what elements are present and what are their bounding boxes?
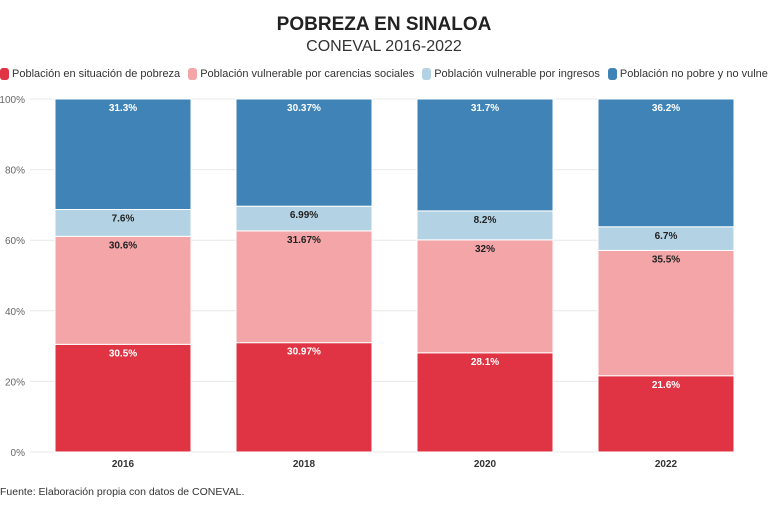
bar-segment xyxy=(416,239,554,354)
data-label: 6.99% xyxy=(290,210,318,221)
data-label: 31.3% xyxy=(109,103,137,114)
legend-item-carencias[interactable]: Población vulnerable por carencias socia… xyxy=(188,68,414,80)
chart-title: POBREZA EN SINALOA xyxy=(276,14,492,35)
x-tick-label: 2018 xyxy=(293,459,316,470)
bar-segment xyxy=(597,249,735,377)
bar-segment xyxy=(235,98,373,207)
data-label: 7.6% xyxy=(112,213,135,224)
y-tick-label: 0% xyxy=(11,448,26,459)
y-tick-label: 20% xyxy=(5,377,25,388)
data-label: 30.37% xyxy=(287,103,321,114)
legend-item-no-pobre[interactable]: Población no pobre y no vulnerable xyxy=(607,68,768,80)
bar-segment xyxy=(54,343,192,453)
bar-segment xyxy=(235,230,373,344)
source-note: Fuente: Elaboración propia con datos de … xyxy=(0,486,245,498)
data-label: 30.6% xyxy=(109,240,137,251)
x-tick-label: 2022 xyxy=(655,459,678,470)
y-tick-label: 80% xyxy=(5,166,25,177)
data-label: 30.97% xyxy=(287,347,321,358)
data-label: 31.7% xyxy=(471,103,499,114)
data-label: 32% xyxy=(475,244,495,255)
y-tick-label: 60% xyxy=(5,236,25,247)
legend-label: Población no pobre y no vulnerable xyxy=(619,68,768,80)
y-tick-label: 40% xyxy=(5,307,25,318)
legend-label: Población vulnerable por carencias socia… xyxy=(200,68,415,80)
data-label: 28.1% xyxy=(471,357,499,368)
legend-swatch xyxy=(0,68,9,80)
legend-swatch xyxy=(422,68,432,80)
bar-segment xyxy=(416,98,554,212)
data-label: 30.5% xyxy=(109,348,137,359)
bar-segment xyxy=(416,210,554,241)
bar-segment xyxy=(54,208,192,237)
legend: Población en situación de pobreza Poblac… xyxy=(0,68,768,80)
data-label: 35.5% xyxy=(652,254,680,265)
bar-segment xyxy=(235,205,373,232)
x-tick-label: 2016 xyxy=(112,459,135,470)
legend-item-pobreza[interactable]: Población en situación de pobreza xyxy=(0,68,180,80)
data-label: 21.6% xyxy=(652,380,680,391)
legend-label: Población en situación de pobreza xyxy=(12,68,181,80)
legend-swatch xyxy=(607,68,617,80)
data-label: 8.2% xyxy=(474,215,497,226)
chart-subtitle: CONEVAL 2016-2022 xyxy=(306,38,462,55)
y-tick-label: 100% xyxy=(0,95,25,106)
data-label: 31.67% xyxy=(287,235,321,246)
legend-label: Población vulnerable por ingresos xyxy=(434,68,600,80)
x-tick-label: 2020 xyxy=(474,459,497,470)
legend-swatch xyxy=(188,68,198,80)
bar-segment xyxy=(597,375,735,453)
data-label: 36.2% xyxy=(652,103,680,114)
bar-segment xyxy=(416,352,554,453)
bar-segment xyxy=(235,342,373,453)
bar-segment xyxy=(54,98,192,210)
legend-item-ingresos[interactable]: Población vulnerable por ingresos xyxy=(422,68,600,80)
bar-segment xyxy=(54,235,192,345)
bar-segment xyxy=(597,98,735,228)
data-label: 6.7% xyxy=(655,231,678,242)
